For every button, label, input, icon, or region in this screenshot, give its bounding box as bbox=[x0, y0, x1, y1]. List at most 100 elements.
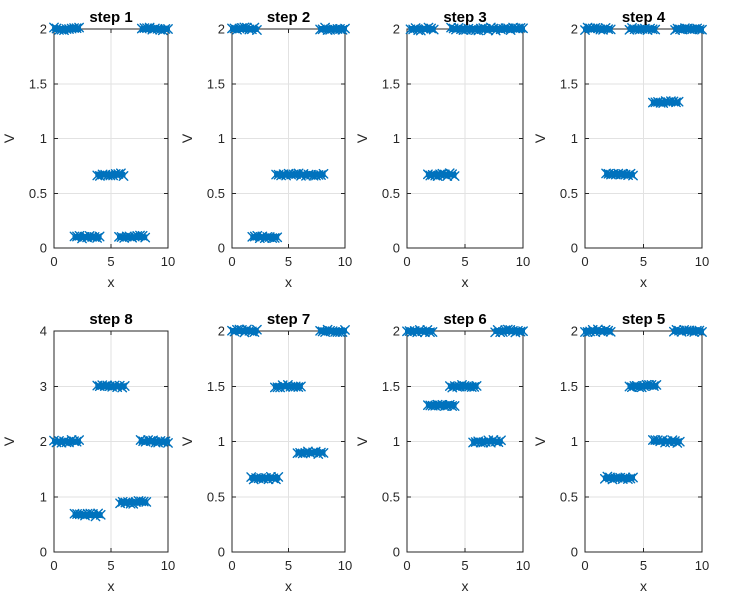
scatter-band-markers bbox=[114, 230, 151, 243]
x-tick-label: 0 bbox=[581, 254, 588, 269]
y-tick-label: 0.5 bbox=[29, 186, 47, 201]
subplot-step-6: step 6 0 5 10 0 0.5 1 1.5 2 x V bbox=[354, 311, 530, 594]
scatter-band-markers bbox=[601, 168, 638, 181]
x-tick-label: 10 bbox=[516, 558, 530, 573]
x-tick-label: 10 bbox=[161, 558, 175, 573]
scatter-band-markers bbox=[315, 324, 350, 337]
x-tick-label: 0 bbox=[50, 254, 57, 269]
scatter-band-markers bbox=[135, 435, 173, 448]
plot-title: step 4 bbox=[622, 9, 666, 26]
y-tick-label: 2 bbox=[40, 22, 47, 37]
scatter-band-markers bbox=[315, 22, 350, 35]
scatter-band-markers bbox=[246, 471, 284, 485]
y-tick-label: 2 bbox=[218, 324, 225, 339]
x-tick-label: 0 bbox=[403, 558, 410, 573]
x-tick-label: 10 bbox=[516, 254, 530, 269]
y-tick-label: 0.5 bbox=[382, 489, 400, 504]
x-axis-label: x bbox=[462, 578, 469, 594]
y-tick-label: 0 bbox=[218, 545, 225, 560]
x-tick-label: 0 bbox=[228, 254, 235, 269]
grid-lines bbox=[407, 29, 523, 248]
grid-lines bbox=[232, 331, 345, 552]
grid-lines bbox=[585, 331, 702, 552]
x-tick-label: 0 bbox=[581, 558, 588, 573]
scatter-band-markers bbox=[49, 435, 84, 448]
y-tick-label: 1.5 bbox=[207, 379, 225, 394]
scatter-band-markers bbox=[446, 22, 528, 36]
x-tick-label: 5 bbox=[461, 558, 468, 573]
scatter-band-markers bbox=[227, 22, 262, 35]
y-tick-label: 1 bbox=[40, 489, 47, 504]
y-tick-label: 0.5 bbox=[207, 489, 225, 504]
subplot-step-1: step 1 0 5 10 0 0.5 1 1.5 2 x V bbox=[1, 9, 175, 290]
y-tick-label: 0 bbox=[393, 545, 400, 560]
scatter-band-markers bbox=[648, 435, 685, 448]
x-axis-label: x bbox=[640, 578, 647, 594]
y-axis-label: V bbox=[1, 133, 17, 143]
y-tick-label: 0.5 bbox=[382, 186, 400, 201]
grid-lines bbox=[585, 29, 702, 248]
y-tick-label: 0 bbox=[40, 545, 47, 560]
scatter-band-markers bbox=[423, 168, 460, 181]
scatter-band-markers bbox=[69, 508, 106, 522]
x-tick-label: 5 bbox=[640, 558, 647, 573]
plot-title: step 3 bbox=[443, 9, 486, 26]
x-axis-label: x bbox=[108, 274, 115, 290]
scatter-band-markers bbox=[92, 380, 130, 393]
scatter-band-markers bbox=[136, 22, 173, 36]
scatter-band-markers bbox=[580, 22, 616, 35]
scatter-band-markers bbox=[624, 379, 662, 393]
y-tick-label: 2 bbox=[393, 22, 400, 37]
y-tick-label: 1.5 bbox=[560, 76, 578, 91]
x-tick-label: 0 bbox=[50, 558, 57, 573]
y-axis-label: V bbox=[179, 436, 195, 446]
scatter-band-markers bbox=[69, 230, 105, 244]
y-axis-label: V bbox=[354, 436, 370, 446]
y-tick-label: 0.5 bbox=[207, 186, 225, 201]
scatter-band-markers bbox=[115, 496, 152, 509]
x-tick-label: 0 bbox=[228, 558, 235, 573]
subplot-step-2: step 2 0 5 10 0 0.5 1 1.5 2 x V bbox=[179, 9, 352, 290]
subplot-step-7: step 7 0 5 10 0 0.5 1 1.5 2 x V bbox=[179, 311, 352, 594]
y-tick-label: 0 bbox=[571, 545, 578, 560]
x-tick-label: 5 bbox=[285, 558, 292, 573]
y-tick-label: 1 bbox=[218, 131, 225, 146]
subplot-step-5: step 5 0 5 10 0 0.5 1 1.5 2 x V bbox=[532, 311, 709, 594]
scatter-band-markers bbox=[270, 380, 306, 393]
y-tick-label: 0.5 bbox=[560, 186, 578, 201]
y-tick-label: 0 bbox=[218, 241, 225, 256]
y-tick-label: 2 bbox=[393, 324, 400, 339]
y-tick-label: 1.5 bbox=[560, 379, 578, 394]
y-tick-label: 2 bbox=[571, 324, 578, 339]
y-tick-label: 1 bbox=[218, 434, 225, 449]
y-tick-label: 1.5 bbox=[207, 76, 225, 91]
x-tick-label: 5 bbox=[461, 254, 468, 269]
scatter-band-markers bbox=[669, 324, 707, 337]
scatter-band-markers bbox=[402, 325, 438, 338]
x-tick-label: 10 bbox=[338, 558, 352, 573]
x-tick-label: 5 bbox=[107, 254, 114, 269]
y-tick-label: 1.5 bbox=[382, 76, 400, 91]
y-tick-label: 2 bbox=[40, 434, 47, 449]
scatter-band-markers bbox=[423, 399, 460, 411]
grid-lines bbox=[54, 29, 168, 248]
x-tick-label: 10 bbox=[695, 558, 709, 573]
y-tick-label: 0 bbox=[393, 241, 400, 256]
y-tick-label: 1.5 bbox=[29, 76, 47, 91]
scatter-band-markers bbox=[247, 230, 283, 244]
x-axis-label: x bbox=[640, 274, 647, 290]
plot-title: step 1 bbox=[89, 9, 132, 26]
x-tick-label: 10 bbox=[161, 254, 175, 269]
scatter-band-markers bbox=[271, 168, 329, 181]
y-tick-label: 1 bbox=[40, 131, 47, 146]
scatter-band-markers bbox=[405, 22, 439, 36]
scatter-band-markers bbox=[49, 22, 84, 36]
grid-lines bbox=[232, 29, 345, 248]
x-tick-label: 10 bbox=[695, 254, 709, 269]
y-tick-label: 1 bbox=[393, 131, 400, 146]
plot-title: step 7 bbox=[267, 311, 310, 328]
scatter-band-markers bbox=[624, 23, 661, 35]
x-tick-label: 5 bbox=[640, 254, 647, 269]
y-tick-label: 1 bbox=[393, 434, 400, 449]
